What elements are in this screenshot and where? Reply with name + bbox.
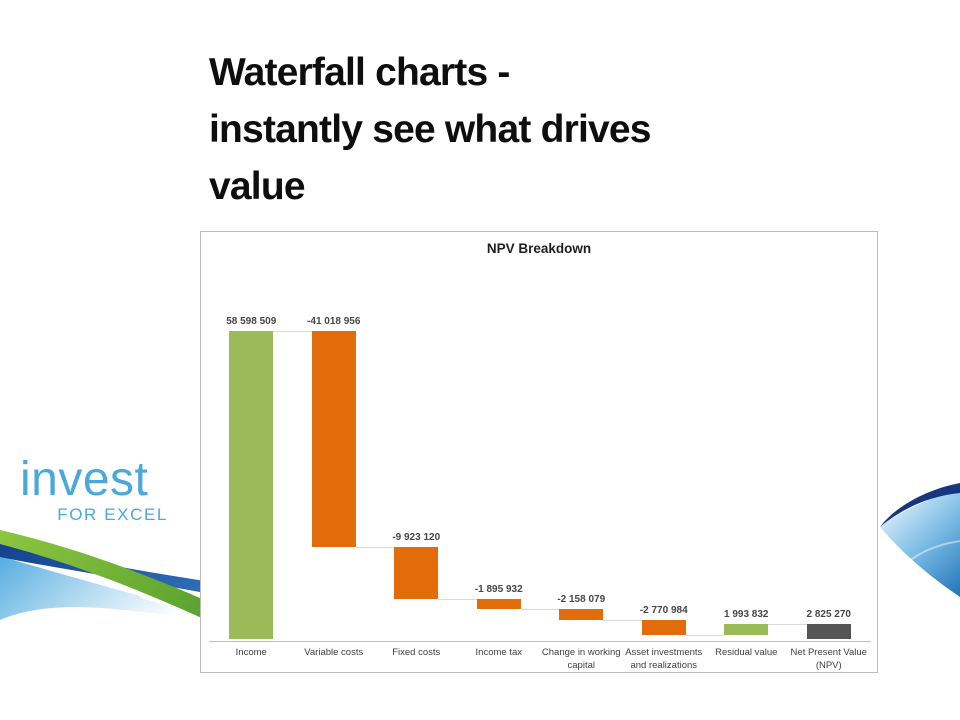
connector-line bbox=[355, 546, 395, 548]
bar-value-label: -2 770 984 bbox=[639, 605, 688, 617]
category-label-fixed-costs: Fixed costs bbox=[392, 647, 441, 658]
x-axis-line bbox=[209, 641, 871, 642]
category-axis-labels: Income Variable costs Fixed costs Income ta… bbox=[210, 646, 870, 672]
slide-title-line-1: Waterfall charts - bbox=[209, 51, 510, 94]
npv-waterfall-chart: NPV Breakdown 58 598 509 -41 018 956 -9 92… bbox=[200, 231, 878, 673]
waterfall-bar-net-present-value-npv bbox=[806, 624, 851, 639]
connector-line bbox=[438, 598, 477, 600]
wave-swoosh-right bbox=[880, 483, 960, 597]
bar-value-label: -9 923 120 bbox=[392, 531, 441, 543]
wedge-body bbox=[880, 489, 960, 597]
connector-line bbox=[685, 634, 725, 636]
wave-swoosh-left bbox=[0, 530, 232, 632]
bar-value-label: 58 598 509 bbox=[226, 316, 277, 327]
category-label-income: Income bbox=[235, 647, 267, 658]
logo-invest-text: invest bbox=[20, 453, 149, 506]
slide-title: Waterfall charts - instantly see what dr… bbox=[209, 44, 769, 215]
wave-lightblue-fill bbox=[0, 556, 218, 622]
connector-line bbox=[603, 620, 642, 622]
wedge-highlight-streak bbox=[897, 540, 960, 572]
chart-plot-area: 58 598 509 -41 018 956 -9 923 120 -1 895 93… bbox=[210, 232, 870, 639]
invest-for-excel-logo: invest FOR EXCEL bbox=[20, 456, 168, 525]
category-label-income-tax: Income tax bbox=[475, 647, 522, 658]
waterfall-bar-fixed-costs bbox=[394, 546, 439, 599]
bar-value-label: -41 018 956 bbox=[307, 316, 361, 327]
waterfall-bar-income-tax bbox=[476, 598, 521, 609]
category-label-residual-value: Residual value bbox=[715, 647, 778, 658]
category-label-asset-investments-and-realizations: Asset investments and realizations bbox=[625, 647, 703, 672]
slide-title-line-2: instantly see what drives bbox=[209, 108, 651, 151]
waterfall-bar-change-in-working-capital bbox=[559, 608, 604, 621]
logo-for-excel-text: FOR EXCEL bbox=[57, 505, 168, 524]
category-label-variable-costs: Variable costs bbox=[304, 647, 364, 658]
connector-line bbox=[273, 331, 312, 332]
waterfall-bar-residual-value bbox=[724, 624, 769, 635]
wave-green-ribbon bbox=[0, 530, 232, 632]
bar-value-label: -1 895 932 bbox=[474, 583, 523, 595]
slide-title-line-3: value bbox=[209, 165, 306, 208]
waterfall-bar-asset-investments-and-realizations bbox=[641, 620, 686, 635]
category-label-change-in-working-capital: Change in working capital bbox=[541, 647, 621, 672]
connector-line bbox=[768, 624, 807, 626]
connector-line bbox=[520, 608, 560, 610]
wedge-navy-edge bbox=[880, 483, 960, 527]
category-label-net-present-value-npv: Net Present Value (NPV) bbox=[790, 647, 867, 672]
bar-value-label: 2 825 270 bbox=[806, 609, 852, 621]
chart-title: NPV Breakdown bbox=[486, 241, 592, 256]
bar-value-label: 1 993 832 bbox=[724, 609, 769, 621]
waterfall-bar-income bbox=[229, 331, 274, 639]
waterfall-bar-variable-costs bbox=[311, 331, 356, 547]
bar-value-label: -2 158 079 bbox=[557, 593, 606, 605]
